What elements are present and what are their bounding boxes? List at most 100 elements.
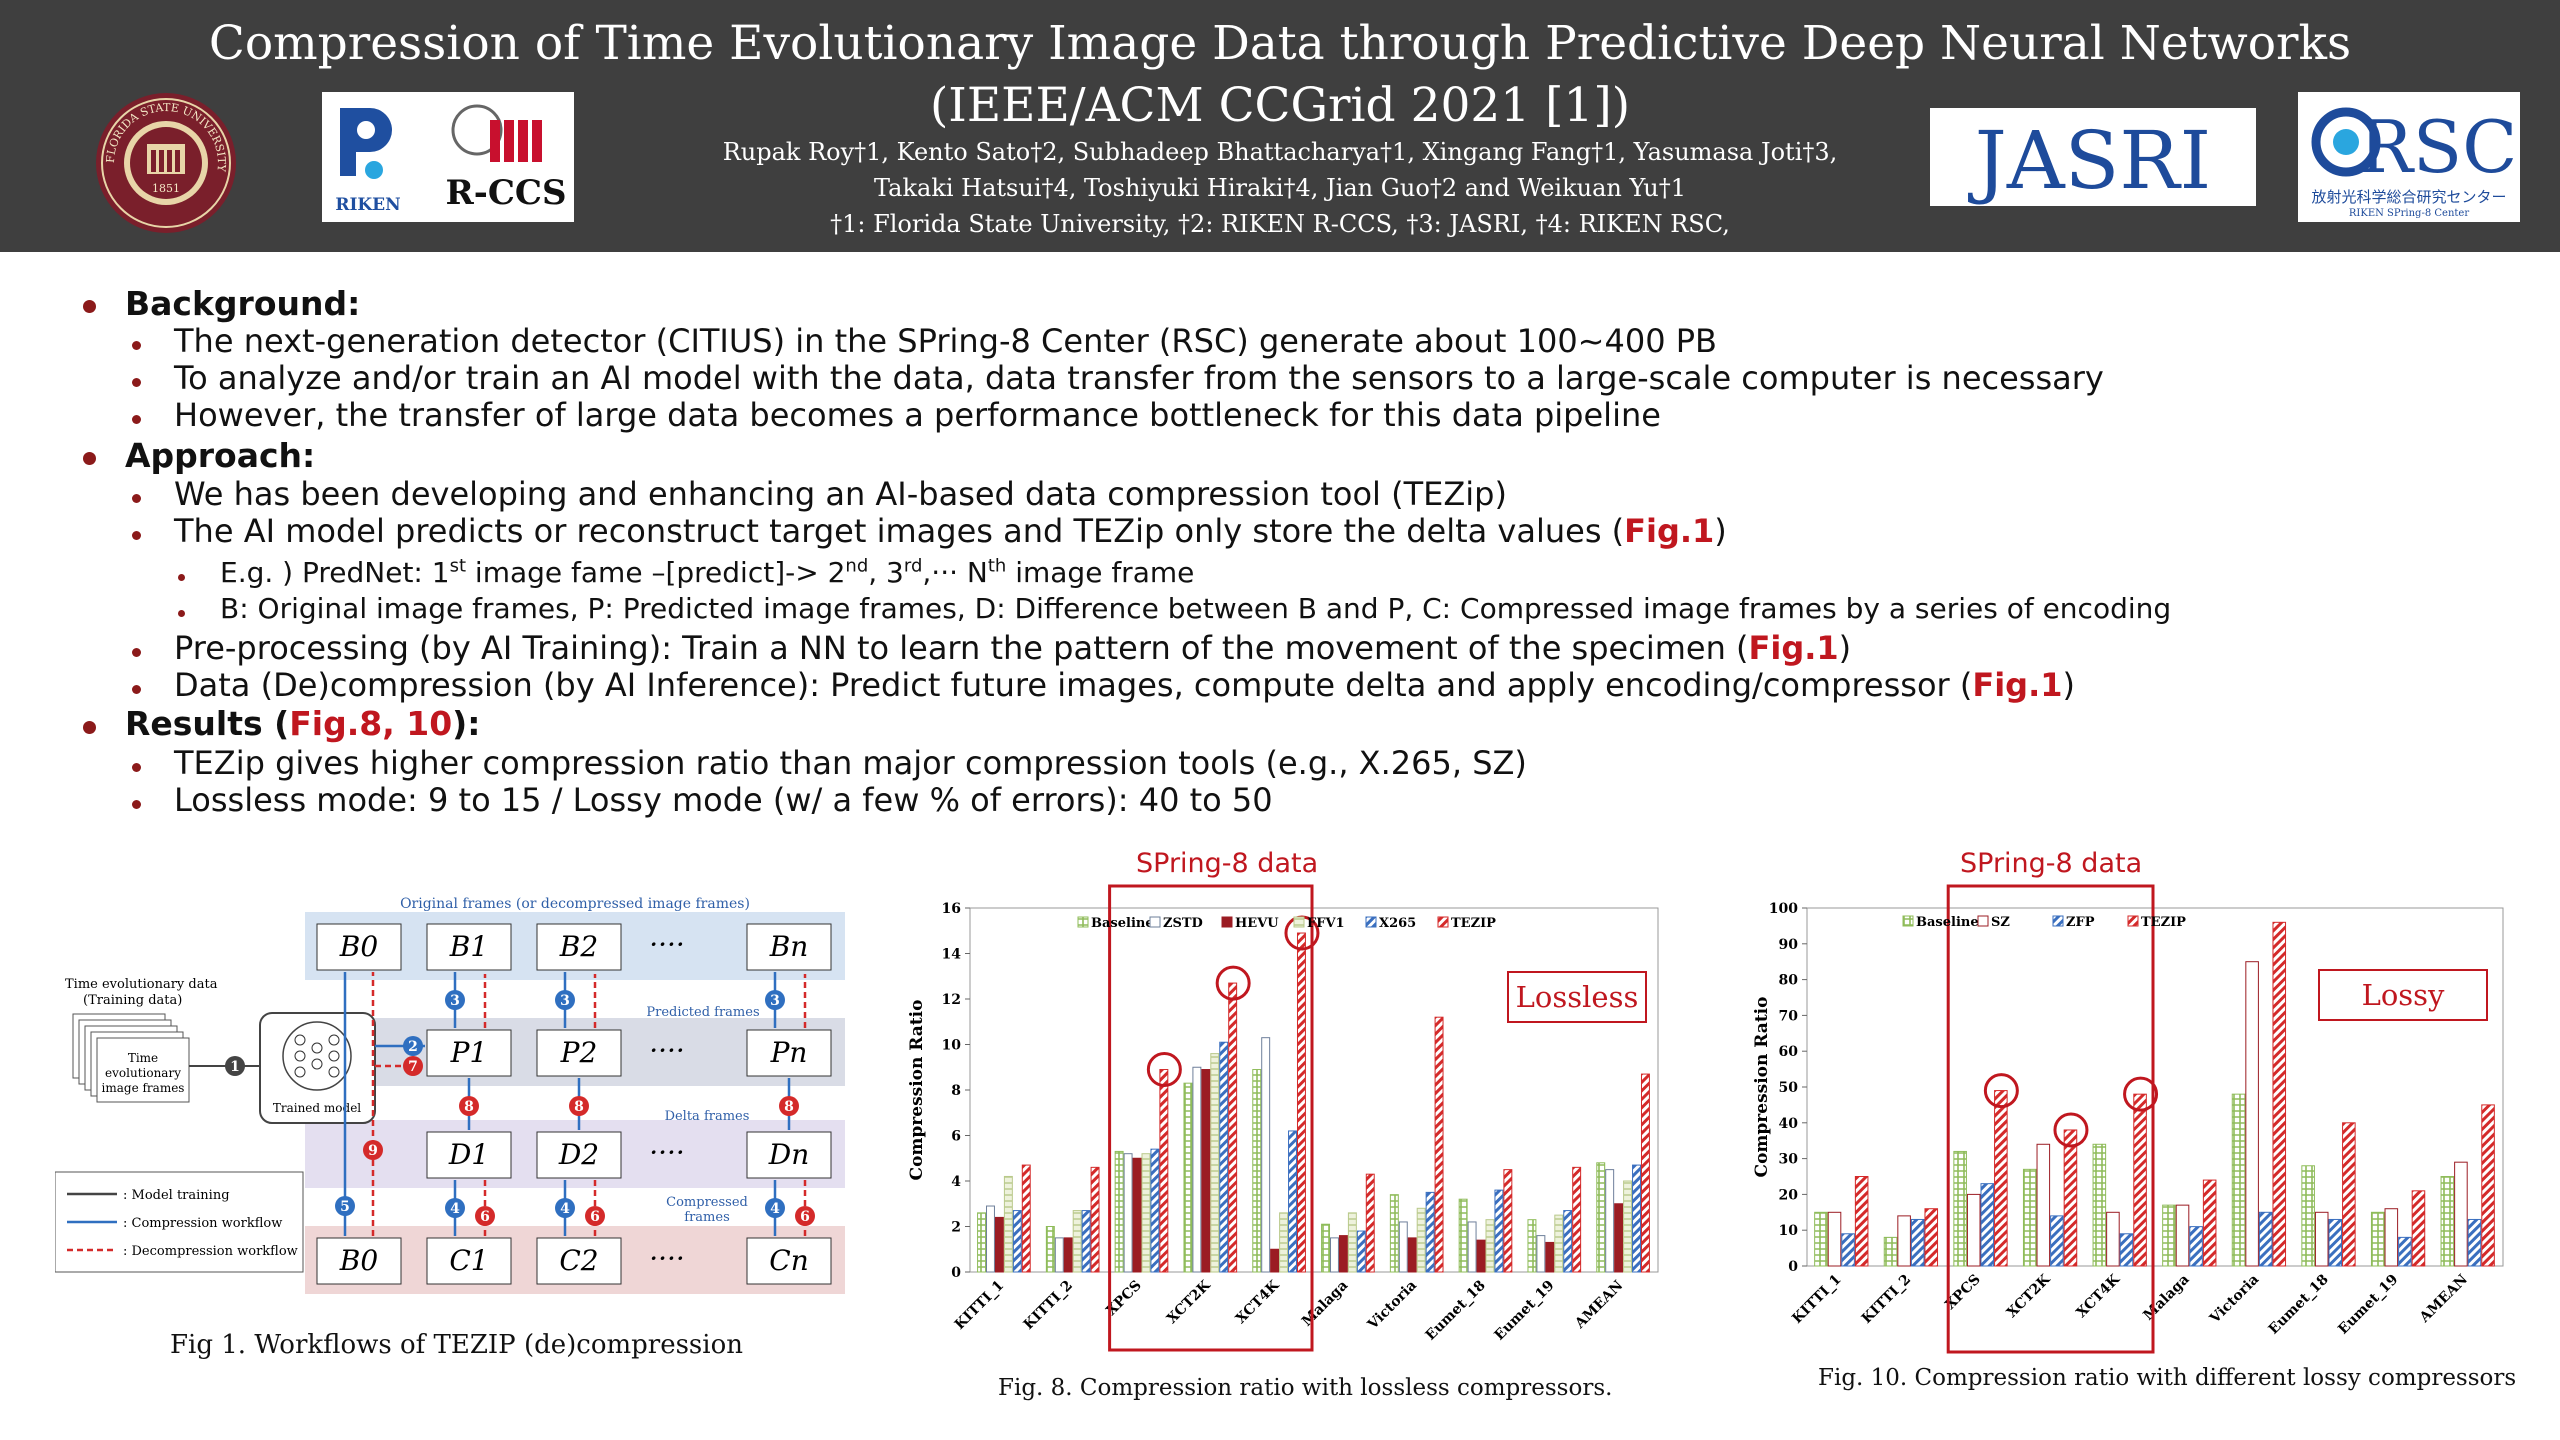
legend-swatch: [1149, 916, 1161, 928]
x-tick-label: KITTI_1: [952, 1278, 1007, 1333]
bar-zstd-eumet_19: [1536, 1235, 1546, 1273]
bar-hevu-xpcs: [1132, 1157, 1142, 1273]
fig1-caption: Fig 1. Workflows of TEZIP (de)compressio…: [170, 1330, 743, 1360]
legend-label: FFV1: [1307, 916, 1345, 931]
step-badge: [765, 990, 785, 1010]
bar-x265-xct4k: [1288, 1130, 1297, 1273]
x-tick-label: Eumet_18: [2266, 1272, 2332, 1338]
y-tick-label: 40: [1779, 1116, 1799, 1132]
bar-ffv1-kitti_1: [1003, 1175, 1013, 1273]
legend-label: Baseline: [1916, 915, 1979, 930]
frame-label: B0: [339, 930, 378, 963]
legend-label: ZFP: [2066, 915, 2095, 930]
bar-baseline-kitti_1: [1814, 1211, 1828, 1267]
x-tick-label: Victoria: [2206, 1272, 2262, 1328]
approach-item-3: Pre-processing (by AI Training): Train a…: [174, 629, 1852, 667]
bar-zstd-eumet_18: [1467, 1221, 1477, 1273]
highlight-circle: [1215, 965, 1251, 1001]
background-heading: Background:: [125, 284, 361, 323]
step-number: 6: [590, 1209, 600, 1225]
bar-tezip-xct4k: [1296, 932, 1306, 1273]
x-tick-label: Eumet_19: [2335, 1272, 2401, 1338]
bar-x265-kitti_1: [1012, 1210, 1022, 1273]
input-data-label: Time evolutionary data: [65, 977, 218, 992]
riken-wordmark: RIKEN: [335, 195, 400, 215]
input-data-label: (Training data): [83, 993, 182, 1008]
bar-baseline-xpcs: [1114, 1150, 1124, 1273]
y-tick-label: 0: [951, 1265, 961, 1281]
bar-zfp-kitti_1: [1841, 1233, 1855, 1267]
trained-model-label: Trained model: [273, 1101, 361, 1115]
step-number: 8: [784, 1099, 794, 1115]
results-item-1: TEZip gives higher compression ratio tha…: [174, 744, 1527, 782]
bullet-dot: [132, 378, 141, 387]
y-tick-label: 80: [1779, 973, 1799, 989]
bar-x265-eumet_18: [1494, 1189, 1504, 1273]
y-tick-label: 100: [1769, 901, 1798, 917]
rsc-japanese-name: 放射光科学総合研究センター: [2311, 188, 2506, 206]
frame-dn: [746, 1131, 832, 1179]
frame-b0-compressed: [316, 1237, 402, 1285]
x-tick-label: Malaga: [1299, 1278, 1351, 1330]
bar-zfp-kitti_2: [1910, 1218, 1925, 1267]
rsc-wordmark: RSC: [2359, 105, 2518, 189]
legend-swatch: [1437, 916, 1449, 928]
x-tick-label: XCT2K: [1164, 1277, 1214, 1327]
bar-tezip-malaga: [1365, 1173, 1375, 1273]
bullet-dot: [132, 531, 141, 540]
step-badge: [363, 1140, 383, 1160]
frame-ellipsis: ····: [649, 1242, 685, 1275]
bar-zfp-xct4k: [2119, 1233, 2134, 1267]
frame-label: Pn: [770, 1036, 808, 1069]
bar-baseline-eumet_18: [2301, 1165, 2315, 1267]
bar-ffv1-eumet_18: [1485, 1219, 1495, 1273]
bar-baseline-malaga: [1321, 1223, 1331, 1273]
highlight-circle: [2053, 1112, 2089, 1148]
results-heading: Results (Fig.8, 10):: [125, 704, 481, 743]
y-axis-label: Compression Ratio: [1752, 997, 1772, 1178]
bar-x265-victoria: [1425, 1191, 1435, 1273]
bar-baseline-victoria: [1389, 1194, 1399, 1273]
bullet-dot: [132, 685, 141, 694]
step-badge: [475, 1206, 495, 1226]
y-tick-label: 14: [942, 947, 962, 963]
bar-tezip-amean: [2481, 1104, 2495, 1267]
step-number: 3: [450, 993, 460, 1009]
fig1-reference: Fig.1: [1972, 666, 2063, 704]
chart8-title: SPring-8 data: [1136, 848, 1319, 879]
fig1-reference: Fig.1: [1624, 512, 1715, 550]
highlight-box: [1946, 884, 2155, 1354]
frame-d1: [426, 1131, 512, 1179]
frame-cn: [746, 1237, 832, 1285]
y-tick-label: 16: [942, 901, 961, 917]
image-frame-stack: [72, 1013, 190, 1103]
bullet-dot: [132, 800, 141, 809]
bar-tezip-kitti_2: [1090, 1166, 1100, 1273]
frame-label: B2: [559, 930, 598, 963]
bar-zstd-xpcs: [1123, 1153, 1133, 1273]
step-badge: [403, 1056, 423, 1076]
frame-b0: [316, 923, 402, 971]
legend-swatch: [2052, 915, 2064, 927]
frame-c1: [426, 1237, 512, 1285]
bar-baseline-amean: [1596, 1162, 1606, 1273]
y-tick-label: 2: [951, 1220, 961, 1236]
x-tick-label: AMEAN: [1571, 1277, 1626, 1332]
bar-ffv1-xct2k: [1210, 1053, 1220, 1273]
bar-zfp-eumet_19: [2398, 1236, 2412, 1267]
frame-ellipsis: ····: [649, 1034, 685, 1067]
x-tick-label: Eumet_18: [1423, 1278, 1489, 1344]
bar-hevu-xct4k: [1270, 1248, 1280, 1273]
bar-x265-malaga: [1356, 1230, 1366, 1273]
background-item-3: However, the transfer of large data beco…: [174, 396, 1661, 434]
y-tick-label: 6: [951, 1129, 961, 1145]
authors-line-1: Rupak Roy†1, Kento Sato†2, Subhadeep Bha…: [722, 138, 1838, 166]
neural-network-icon: [282, 1021, 352, 1091]
y-tick-label: 10: [942, 1038, 962, 1054]
bar-tezip-xpcs: [1159, 1069, 1169, 1273]
y-tick-label: 0: [1788, 1259, 1798, 1275]
frame-label: P1: [450, 1036, 488, 1069]
approach-item-1: We has been developing and enhancing an …: [174, 475, 1507, 513]
bullet-dot: [132, 494, 141, 503]
bar-zfp-xct2k: [2050, 1215, 2064, 1267]
